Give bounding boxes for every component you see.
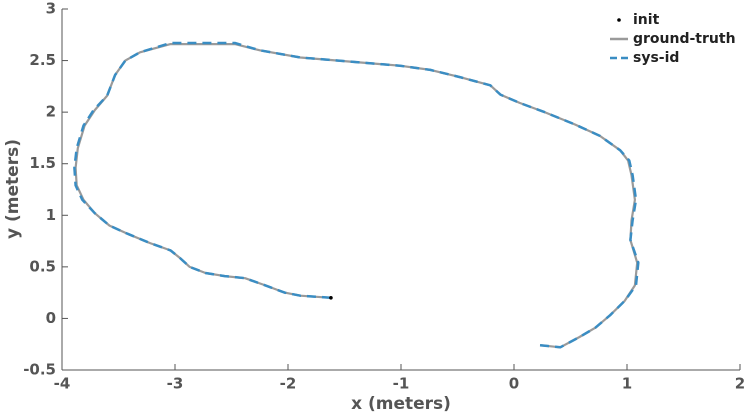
legend-label: ground-truth (633, 31, 736, 47)
x-axis-label: x (meters) (351, 394, 451, 414)
x-tick-label: -4 (54, 375, 71, 393)
x-tick-label: -3 (167, 375, 184, 393)
y-tick-label: 2.5 (29, 51, 56, 69)
x-tick-label: 1 (622, 375, 632, 393)
x-tick-label: -2 (280, 375, 297, 393)
legend-marker (617, 18, 621, 22)
legend-label: init (633, 12, 660, 28)
y-tick-label: 3 (46, 0, 56, 18)
y-tick-label: 1 (46, 206, 56, 224)
y-tick-label: -0.5 (23, 361, 56, 379)
trajectory-line (74, 43, 639, 349)
y-tick-label: 0.5 (29, 257, 56, 275)
sys-id-line (73, 41, 640, 349)
init-point (329, 296, 333, 300)
x-tick-label: 0 (509, 375, 519, 393)
x-tick-label: -1 (393, 375, 410, 393)
x-tick-label: 2 (735, 375, 745, 393)
legend-label: sys-id (633, 50, 679, 66)
y-tick-label: 1.5 (29, 154, 56, 172)
y-tick-label: 0 (46, 309, 56, 327)
y-axis-label: y (meters) (3, 139, 23, 239)
y-tick-label: 2 (46, 103, 56, 121)
